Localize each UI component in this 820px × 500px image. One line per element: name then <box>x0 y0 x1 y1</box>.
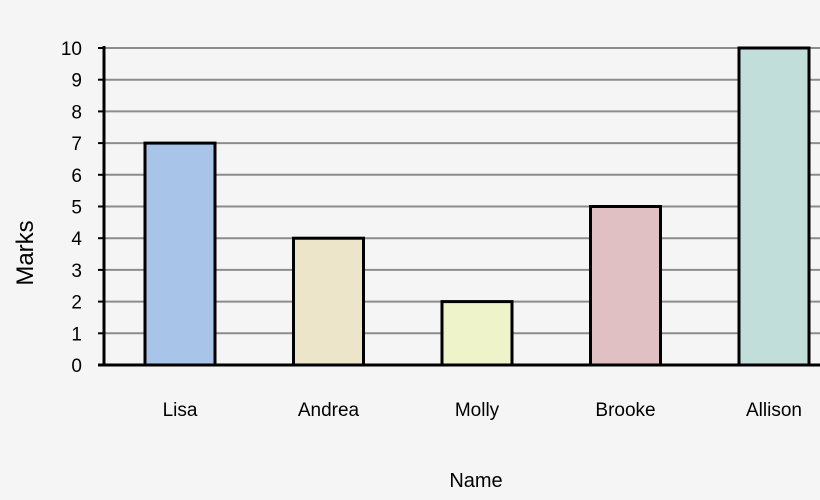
y-tick-labels: 0 1 2 3 4 5 6 7 8 9 10 <box>61 39 83 377</box>
y-tick-label: 10 <box>61 39 82 60</box>
x-tick-label: Molly <box>455 400 500 421</box>
y-tick-label: 5 <box>71 198 82 219</box>
y-tick-label: 0 <box>71 356 82 377</box>
axes <box>98 46 820 367</box>
bar-allison <box>737 46 811 367</box>
y-tick-label: 8 <box>71 102 82 123</box>
y-tick-label: 4 <box>71 229 82 250</box>
x-axis-label: Name <box>449 470 502 492</box>
bar-andrea <box>292 236 365 367</box>
y-tick-label: 1 <box>71 324 82 345</box>
x-tick-label: Allison <box>746 400 802 421</box>
bar-lisa <box>143 141 217 367</box>
x-tick-labels: Lisa Andrea Molly Brooke Allison <box>163 400 802 421</box>
x-tick-label: Andrea <box>298 400 360 421</box>
y-axis-label: Marks <box>12 220 39 285</box>
x-tick-label: Brooke <box>595 400 655 421</box>
gridlines <box>104 47 820 335</box>
y-tick-label: 7 <box>71 134 82 155</box>
y-tick-label: 3 <box>71 261 82 282</box>
x-tick-label: Lisa <box>163 400 198 421</box>
y-tick-label: 6 <box>71 166 82 187</box>
bar-brooke <box>589 205 662 367</box>
y-tick-label: 2 <box>71 293 82 314</box>
bar-molly <box>440 300 514 367</box>
y-tick-label: 9 <box>71 71 82 92</box>
